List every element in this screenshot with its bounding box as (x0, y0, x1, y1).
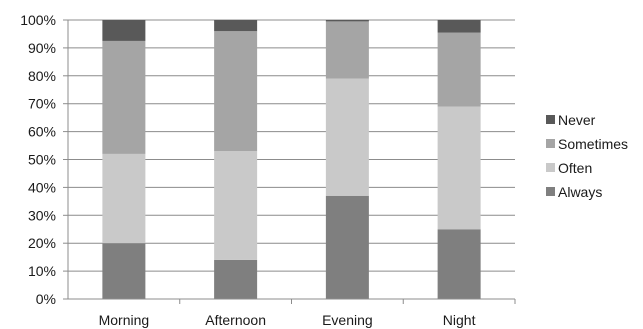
bar-segment-sometimes (325, 21, 369, 79)
legend-swatch-sometimes (546, 139, 555, 148)
x-tick-label: Evening (322, 312, 373, 328)
y-axis-tick-labels: 0% 10% 20% 30% 40% 50% 60% 70% 80% 90% 100% (20, 12, 56, 307)
bar-segment-always (102, 243, 146, 299)
y-tick-label: 10% (28, 263, 56, 279)
y-tick-label: 100% (20, 12, 56, 28)
x-tick-label: Night (443, 312, 476, 328)
bar-segment-always (214, 259, 258, 299)
y-tick-label: 0% (36, 291, 56, 307)
bar-segment-never (437, 20, 481, 33)
legend-label-sometimes: Sometimes (558, 136, 628, 152)
y-tick-label: 90% (28, 40, 56, 56)
legend-swatch-often (546, 163, 555, 172)
legend-label-always: Always (558, 184, 602, 200)
y-tick-label: 80% (28, 68, 56, 84)
legend-swatch-always (546, 187, 555, 196)
bar-segment-often (214, 151, 258, 260)
bar-segment-sometimes (214, 31, 258, 152)
legend: Never Sometimes Often Always (546, 112, 628, 200)
bar-segment-sometimes (437, 32, 481, 107)
bar-segment-never (214, 20, 258, 32)
bar-segment-often (437, 106, 481, 230)
bar-segment-often (102, 153, 146, 244)
y-tick-label: 30% (28, 207, 56, 223)
x-axis-tick-labels: Morning Afternoon Evening Night (99, 312, 476, 328)
bar-segment-never (325, 20, 369, 22)
legend-swatch-never (546, 115, 555, 124)
bar-segment-always (325, 195, 369, 299)
y-tick-label: 70% (28, 96, 56, 112)
bar-segment-sometimes (102, 40, 146, 154)
y-tick-label: 50% (28, 152, 56, 168)
bar-segment-always (437, 229, 481, 299)
bar-segments (102, 20, 481, 299)
bar-segment-often (325, 78, 369, 196)
legend-label-never: Never (558, 112, 596, 128)
legend-label-often: Often (558, 160, 592, 176)
x-tick-label: Afternoon (205, 312, 266, 328)
bar-segment-never (102, 20, 146, 41)
y-tick-label: 60% (28, 124, 56, 140)
x-tick-label: Morning (99, 312, 150, 328)
y-tick-label: 40% (28, 179, 56, 195)
axes (63, 19, 516, 304)
y-tick-label: 20% (28, 235, 56, 251)
